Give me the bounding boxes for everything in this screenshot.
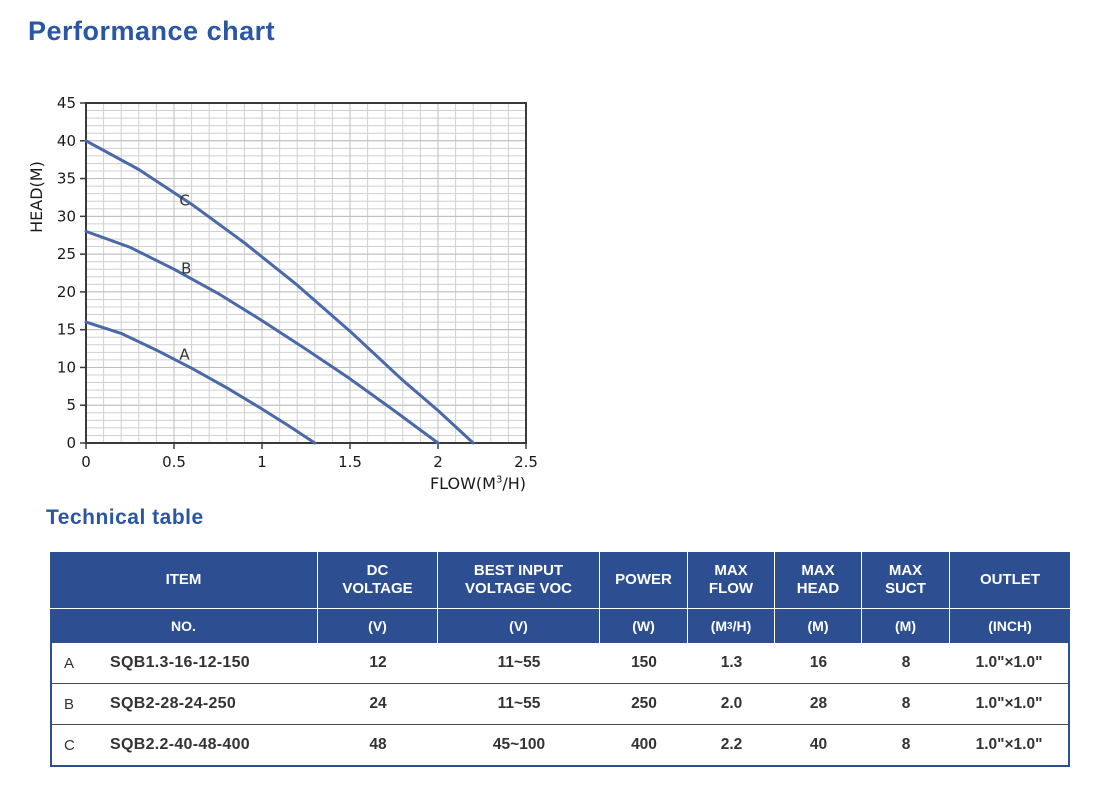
cell-power: 250 — [631, 695, 657, 712]
row-letter: A — [64, 654, 75, 672]
svg-text:45: 45 — [57, 94, 76, 112]
cell-power: 150 — [631, 654, 657, 671]
svg-text:0: 0 — [81, 453, 91, 471]
cell-best-input: 11~55 — [497, 654, 541, 671]
svg-text:10: 10 — [57, 358, 76, 376]
table-row: C SQB2.2-40-48-400 48 45~100 400 2.2 40 8… — [52, 725, 1068, 765]
performance-chart: 0 0.5 1 1.5 2 2.5 0 5 10 15 20 25 30 35 40 45 A B C HEAD(M… — [0, 60, 600, 510]
unit-max-suct: (M) — [862, 609, 950, 643]
performance-chart-svg: 0 0.5 1 1.5 2 2.5 0 5 10 15 20 25 30 35 40 45 A B C — [57, 94, 538, 471]
svg-text:C: C — [179, 191, 189, 209]
cell-best-input: 11~55 — [497, 695, 541, 712]
cell-max-head: 40 — [809, 736, 828, 753]
cell-max-head: 28 — [809, 695, 828, 712]
col-header-item: ITEM — [50, 552, 318, 608]
svg-text:1.5: 1.5 — [338, 453, 362, 471]
y-axis-label: HEAD(M) — [27, 161, 46, 233]
cell-dc-voltage: 48 — [369, 736, 387, 753]
unit-dc-voltage: (V) — [318, 609, 438, 643]
model-number: SQB2-28-24-250 — [110, 695, 237, 712]
table-units-row: NO. (V) (V) (W) (M 3/H) (M) (M) (INCH) — [50, 608, 1070, 643]
model-number: SQB1.3-16-12-150 — [110, 654, 250, 671]
unit-max-head: (M) — [775, 609, 862, 643]
page-title: Performance chart — [28, 16, 276, 46]
col-header-max-suct: MAX SUCT — [862, 552, 950, 608]
svg-text:2.5: 2.5 — [514, 453, 538, 471]
cell-max-head: 16 — [809, 654, 828, 671]
table-title: Technical table — [46, 506, 204, 529]
svg-text:20: 20 — [57, 283, 76, 301]
svg-text:5: 5 — [66, 396, 76, 414]
cell-best-input: 45~100 — [492, 736, 546, 753]
unit-no: NO. — [50, 609, 318, 643]
svg-text:B: B — [181, 259, 191, 277]
unit-outlet: (INCH) — [988, 618, 1032, 634]
unit-max-flow: (M 3/H) — [688, 609, 775, 643]
cell-outlet: 1.0"×1.0" — [975, 736, 1043, 753]
unit-power: (W) — [600, 609, 688, 643]
svg-text:40: 40 — [57, 132, 76, 150]
cell-outlet: 1.0"×1.0" — [975, 654, 1043, 671]
cell-max-suct: 8 — [901, 695, 911, 712]
col-header-best-input: BEST INPUT VOLTAGE VOC — [438, 552, 600, 608]
cell-max-flow: 2.2 — [720, 736, 743, 753]
cell-max-suct: 8 — [901, 736, 911, 753]
unit-best-input: (V) — [438, 609, 600, 643]
cell-outlet: 1.0"×1.0" — [975, 695, 1043, 712]
svg-text:2: 2 — [433, 453, 443, 471]
col-header-max-head: MAX HEAD — [775, 552, 862, 608]
svg-text:30: 30 — [57, 207, 76, 225]
col-header-power: POWER — [600, 552, 688, 608]
svg-text:1: 1 — [257, 453, 267, 471]
svg-text:A: A — [179, 346, 190, 364]
col-header-dc-voltage: DC VOLTAGE — [318, 552, 438, 608]
col-header-outlet: OUTLET — [980, 571, 1040, 588]
svg-text:25: 25 — [57, 245, 76, 263]
cell-power: 400 — [631, 736, 657, 753]
table-header-row: ITEM DC VOLTAGE BEST INPUT VOLTAGE VOC POW… — [50, 552, 1070, 608]
table-row: B SQB2-28-24-250 24 11~55 250 2.0 28 8 1.… — [52, 684, 1068, 725]
technical-table: ITEM DC VOLTAGE BEST INPUT VOLTAGE VOC POW… — [50, 552, 1070, 767]
row-letter: C — [64, 736, 75, 754]
cell-dc-voltage: 12 — [369, 654, 387, 671]
cell-max-suct: 8 — [901, 654, 911, 671]
model-number: SQB2.2-40-48-400 — [110, 736, 250, 753]
row-letter: B — [64, 695, 75, 713]
cell-max-flow: 2.0 — [720, 695, 743, 712]
x-axis-label: FLOW(M3/H) — [429, 474, 527, 493]
cell-dc-voltage: 24 — [369, 695, 387, 712]
svg-text:0: 0 — [66, 434, 76, 452]
table-body: A SQB1.3-16-12-150 12 11~55 150 1.3 16 8 … — [50, 643, 1070, 767]
svg-text:35: 35 — [57, 170, 76, 188]
table-row: A SQB1.3-16-12-150 12 11~55 150 1.3 16 8 … — [52, 643, 1068, 684]
col-header-max-flow: MAX FLOW — [688, 552, 775, 608]
cell-max-flow: 1.3 — [720, 654, 743, 671]
svg-text:0.5: 0.5 — [162, 453, 186, 471]
svg-text:15: 15 — [57, 321, 76, 339]
